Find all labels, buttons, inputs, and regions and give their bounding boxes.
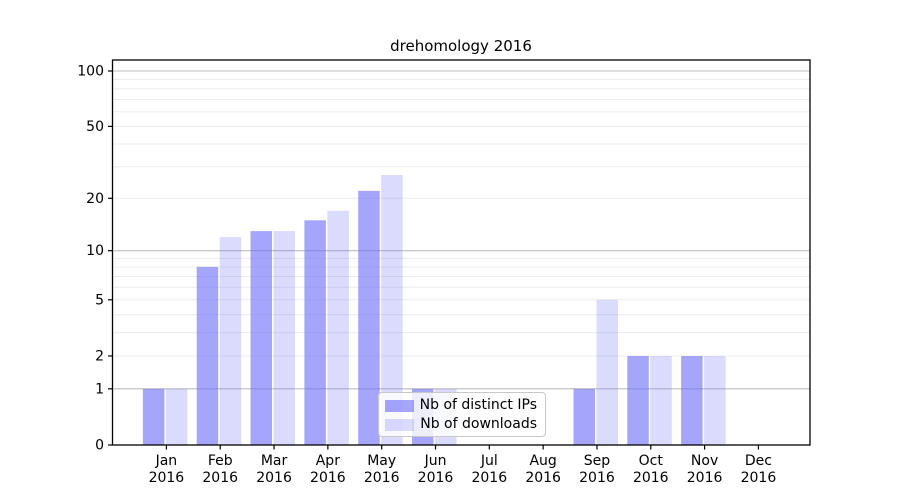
bar-downloads-apr (327, 210, 349, 445)
legend-label-downloads: Nb of downloads (420, 416, 537, 432)
x-tick-label: Feb 2016 (202, 453, 238, 486)
legend-item-downloads: Nb of downloads (385, 415, 537, 434)
bar-downloads-may (381, 175, 403, 445)
bar-downloads-jan (165, 388, 188, 445)
x-tick-label: Apr 2016 (310, 453, 346, 486)
plot-border (111, 59, 811, 446)
bar-distinct-ips-oct (627, 356, 649, 445)
legend-swatch-downloads (385, 418, 414, 431)
y-tick-label: 100 (77, 63, 104, 79)
x-tick-label: Mar 2016 (256, 453, 292, 486)
bar-downloads-nov (704, 356, 726, 445)
bar-downloads-mar (273, 231, 295, 445)
legend-swatch-distinct-ips (385, 399, 414, 412)
bar-downloads-oct (650, 356, 672, 445)
bar-distinct-ips-feb (196, 266, 219, 445)
x-tick-label: Jan 2016 (149, 453, 185, 486)
y-tick-label: 50 (86, 119, 104, 135)
bars (142, 175, 726, 445)
x-tick-label: Dec 2016 (741, 453, 777, 486)
bar-downloads-sep (596, 299, 618, 445)
bar-downloads-feb (219, 237, 242, 445)
axis-tick-labels: 0 1 2 5 10 20 50 100 Jan 2016 Feb 2016 Mar 2016 Apr 201… (77, 63, 776, 486)
x-tick-label: Nov 2016 (687, 453, 723, 486)
legend: Nb of distinct IPs Nb of downloads (378, 392, 546, 437)
legend-item-distinct-ips: Nb of distinct IPs (385, 396, 537, 415)
plot-frame (111, 59, 811, 446)
x-tick-label: Sep 2016 (579, 453, 615, 486)
bar-distinct-ips-mar (250, 231, 272, 445)
x-tick-label: Oct 2016 (633, 453, 669, 486)
y-tick-label: 2 (95, 348, 104, 364)
axis-ticks (108, 70, 760, 450)
legend-label-distinct-ips: Nb of distinct IPs (419, 397, 537, 413)
bar-distinct-ips-jan (142, 388, 165, 445)
y-tick-label: 5 (95, 292, 104, 308)
y-tick-label: 1 (95, 381, 104, 397)
x-tick-label: Aug 2016 (525, 453, 561, 486)
x-tick-label: Jul 2016 (471, 453, 507, 486)
bar-distinct-ips-sep (573, 388, 595, 445)
x-tick-label: May 2016 (364, 453, 400, 486)
bar-distinct-ips-nov (681, 356, 703, 445)
y-tick-label: 0 (95, 438, 104, 454)
y-tick-label: 20 (86, 191, 104, 207)
gridlines (112, 70, 810, 390)
x-tick-label: Jun 2016 (418, 453, 454, 486)
chart-title: drehomology 2016 (390, 37, 532, 55)
bar-distinct-ips-may (358, 190, 380, 445)
y-tick-label: 10 (86, 243, 104, 259)
bar-distinct-ips-apr (304, 220, 326, 445)
